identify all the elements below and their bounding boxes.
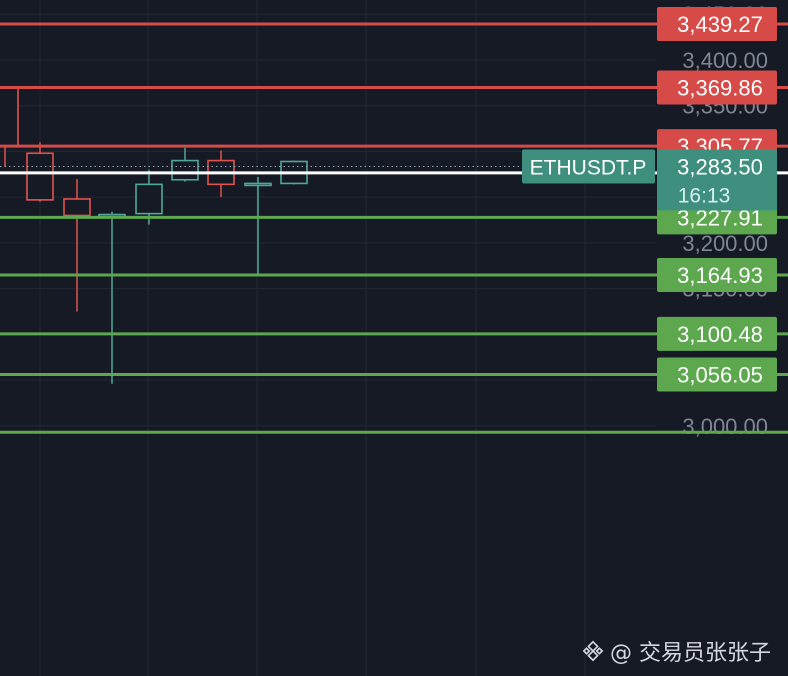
level-label-text: 3,369.86	[677, 76, 763, 101]
last-price-label: 3,283.50 16:13	[657, 149, 777, 211]
level-label-box	[657, 357, 777, 392]
candle	[171, 147, 199, 182]
level-label: 3,164.93	[657, 257, 777, 292]
level-lines	[0, 22, 788, 434]
candles	[0, 86, 308, 384]
level-label-text: 3,056.05	[677, 363, 763, 388]
price-axis-tick-label: 3,400.00	[682, 48, 768, 73]
level-label-text: 3,439.27	[677, 12, 763, 37]
binance-logo-icon	[582, 640, 604, 662]
candle	[135, 169, 163, 225]
last-price-text: 3,283.50	[677, 155, 763, 180]
level-label-text: 3,100.48	[677, 322, 763, 347]
watermark: @ 交易员张张子	[582, 636, 771, 666]
candle-body	[244, 182, 272, 187]
candle	[244, 177, 272, 275]
level-label-box	[657, 316, 777, 351]
level-label-box	[657, 7, 777, 42]
level-label-box	[657, 257, 777, 292]
watermark-text: @ 交易员张张子	[610, 641, 771, 666]
price-axis-tick-label: 3,000.00	[682, 414, 768, 439]
candle-body	[135, 183, 163, 215]
candle	[63, 178, 91, 312]
price-axis-tick-label: 3,200.00	[682, 231, 768, 256]
symbol-tag-text: ETHUSDT.P	[530, 157, 647, 180]
level-label-text: 3,164.93	[677, 263, 763, 288]
last-price-box	[657, 149, 777, 211]
symbol-tag-box	[522, 149, 655, 184]
candle-body	[26, 152, 54, 201]
candle-body	[0, 86, 19, 147]
countdown-text: 16:13	[678, 185, 731, 208]
level-label: 3,100.48	[657, 316, 777, 351]
candle-body	[63, 198, 91, 217]
level-label: 3,369.86	[657, 70, 777, 105]
level-label: 3,439.27	[657, 7, 777, 42]
candle-body	[171, 159, 199, 181]
symbol-tag: ETHUSDT.P	[522, 149, 655, 184]
level-label: 3,056.05	[657, 357, 777, 392]
level-label-box	[657, 70, 777, 105]
